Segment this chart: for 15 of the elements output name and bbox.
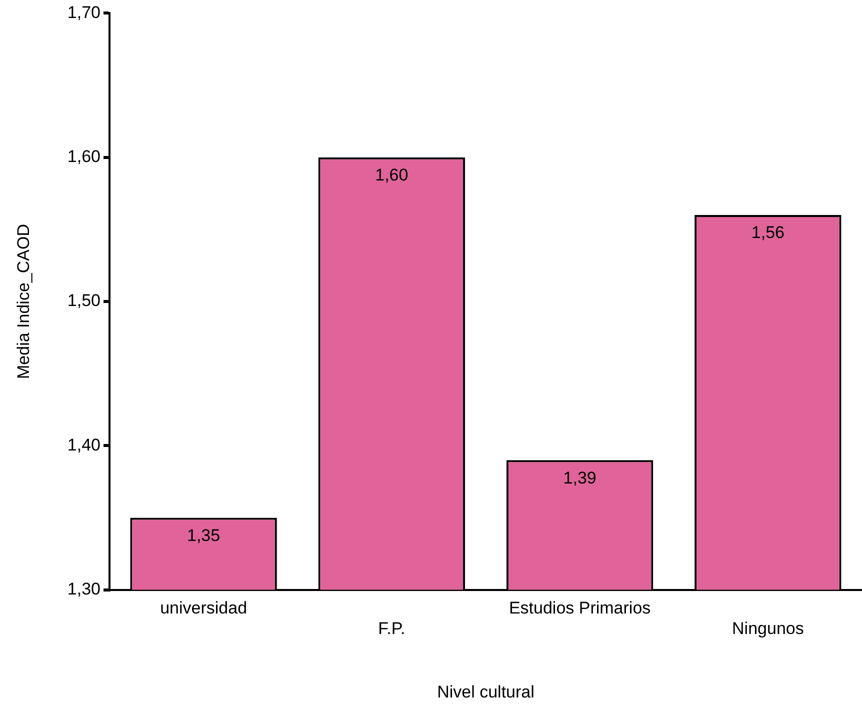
y-tick-label: 1,40	[67, 435, 100, 454]
data-label: 1,35	[187, 526, 220, 545]
x-tick-label: F.P.	[378, 619, 406, 638]
y-tick-label: 1,50	[67, 291, 100, 310]
x-tick-label: universidad	[160, 598, 248, 618]
y-tick-label: 1,70	[67, 2, 100, 22]
x-tick-label: Ningunos	[732, 619, 804, 638]
x-tick-label: Estudios Primarios	[508, 598, 651, 618]
data-label: 1,39	[563, 468, 596, 488]
y-axis-title: Media Indice_CAOD	[14, 224, 33, 379]
y-tick-label: 1,30	[67, 579, 100, 598]
x-axis-title: Nivel cultural	[437, 682, 534, 702]
data-label: 1,60	[375, 166, 408, 185]
data-label: 1,56	[751, 223, 784, 242]
y-tick-label: 1,60	[67, 147, 100, 166]
